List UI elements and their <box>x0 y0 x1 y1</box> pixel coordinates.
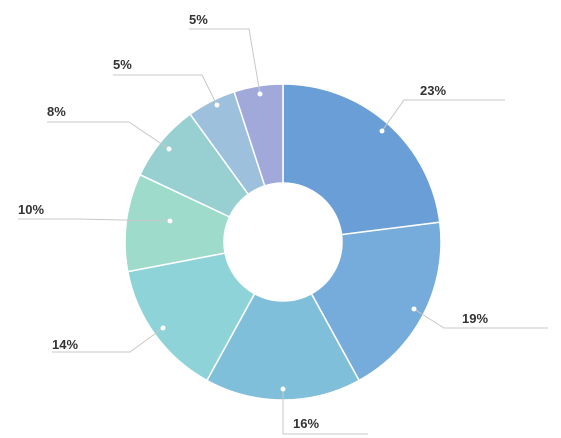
leader-line <box>113 74 218 106</box>
leader-dot <box>257 91 263 97</box>
leader-dot <box>411 306 417 312</box>
slice-percent-label: 10% <box>18 202 44 217</box>
leader-line <box>47 121 170 150</box>
slice-percent-label: 5% <box>189 12 208 27</box>
leader-line <box>52 327 164 353</box>
leader-line <box>189 28 261 95</box>
donut-slice <box>282 83 441 236</box>
slice-percent-label: 8% <box>47 104 66 119</box>
slice-percent-label: 5% <box>113 57 132 72</box>
donut-slice <box>310 221 442 382</box>
slice-percent-label: 14% <box>52 337 78 352</box>
leader-dot <box>214 102 220 108</box>
donut-slices <box>124 83 442 401</box>
leader-dot <box>379 128 385 134</box>
leader-line <box>18 218 171 222</box>
slice-percent-label: 19% <box>462 311 488 326</box>
slice-labels: 23% 19% 16% 14% 10% 8% 5% 5% <box>18 12 488 431</box>
leader-line <box>381 99 505 132</box>
leader-line <box>413 308 548 329</box>
leader-lines <box>18 28 548 435</box>
slice-percent-label: 23% <box>420 83 446 98</box>
leader-line <box>282 389 368 435</box>
leader-dot <box>167 218 173 224</box>
donut-slice <box>126 252 256 382</box>
donut-slice <box>205 292 361 401</box>
leader-dot <box>160 325 166 331</box>
slice-percent-label: 16% <box>293 416 319 431</box>
donut-slice <box>233 83 284 187</box>
leader-dot <box>280 386 286 392</box>
leader-dot <box>166 146 172 152</box>
